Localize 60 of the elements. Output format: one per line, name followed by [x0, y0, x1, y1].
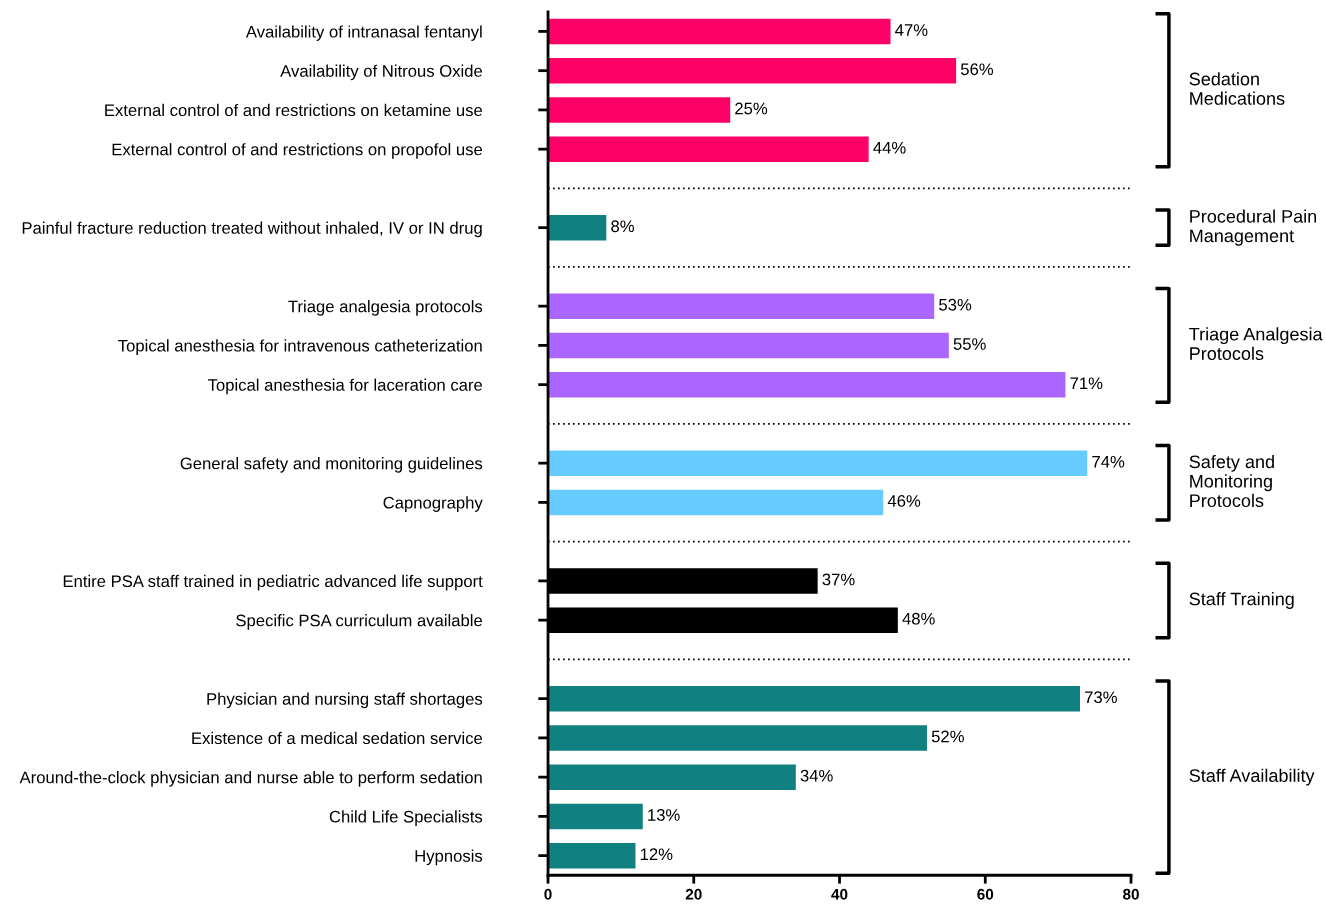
data-label: 55%: [953, 338, 986, 350]
data-label: 34%: [800, 769, 833, 782]
bar: [548, 18, 891, 45]
x-tick-label: 80: [1123, 888, 1139, 900]
text: Triage Analgesia Protocols: [1189, 327, 1323, 360]
data-label: 71%: [1070, 377, 1103, 390]
y-tick-label: Around-the-clock physician and nurse able to perform sedation: [19, 771, 482, 787]
bar: [548, 97, 731, 123]
bar: [548, 725, 927, 751]
data-label: 52%: [931, 730, 964, 743]
data-label: 73%: [1085, 691, 1117, 704]
bar: [548, 764, 796, 790]
y-tick-label: Availability of Nitrous Oxide: [280, 64, 483, 81]
data-label: 46%: [887, 495, 921, 507]
bar: [548, 803, 643, 830]
data-label: 44%: [873, 141, 906, 154]
data-label: 48%: [902, 612, 935, 625]
bar: [548, 293, 935, 319]
x-tick-label: 20: [685, 888, 702, 900]
bar: [548, 136, 869, 162]
x-tick-label: 60: [977, 888, 994, 900]
y-tick-label: Child Life Specialists: [329, 810, 483, 826]
bar: [548, 685, 1081, 712]
y-tick-label: Painful fracture reduction treated without inhaled, IV or IN drug: [22, 221, 482, 238]
bar: [548, 371, 1066, 398]
y-tick-label: Triage analgesia protocols: [288, 300, 483, 316]
y-tick-label: External control of and restrictions on ketamine use: [105, 103, 483, 117]
data-label: 25%: [735, 102, 768, 115]
y-tick-label: Existence of a medical sedation service: [192, 731, 483, 745]
y-tick-label: Topical anesthesia for intravenous catheterization: [118, 339, 482, 355]
bar: [548, 332, 949, 359]
data-label: 12%: [640, 848, 673, 861]
text: Sedation Medications: [1189, 72, 1285, 105]
x-tick-label: 0: [544, 888, 552, 900]
y-tick-label: Capnography: [383, 496, 483, 512]
y-tick-label: Topical anesthesia for laceration care: [207, 378, 483, 395]
y-tick-label: External control of and restrictions on propofol use: [112, 143, 483, 159]
y-tick-label: Hypnosis: [415, 849, 483, 866]
bar: [548, 214, 607, 241]
text: Procedural Pain Management: [1190, 209, 1317, 246]
bar: [548, 489, 884, 516]
data-label: 74%: [1092, 455, 1125, 468]
y-tick-label: Availability of intranasal fentanyl: [245, 25, 482, 41]
bar: [548, 450, 1088, 476]
y-tick-label: Entire PSA staff trained in pediatric advanced life support: [63, 574, 483, 591]
data-label: 53%: [939, 298, 972, 311]
data-label: 56%: [960, 63, 994, 76]
text: Safety and Monitoring Protocols: [1189, 454, 1274, 508]
text: Staff Training: [1189, 592, 1294, 609]
y-tick-label: Specific PSA curriculum available: [236, 614, 483, 630]
y-tick-label: Physician and nursing staff shortages: [207, 692, 483, 709]
data-label: 47%: [895, 24, 928, 36]
y-tick-label: General safety and monitoring guidelines: [180, 457, 483, 473]
data-label: 37%: [822, 573, 855, 586]
data-label: 8%: [611, 220, 634, 233]
bar: [548, 842, 636, 869]
bar: [548, 57, 957, 84]
data-label: 13%: [648, 809, 680, 821]
x-tick-label: 40: [831, 888, 848, 900]
text: Staff Availability: [1189, 768, 1315, 786]
